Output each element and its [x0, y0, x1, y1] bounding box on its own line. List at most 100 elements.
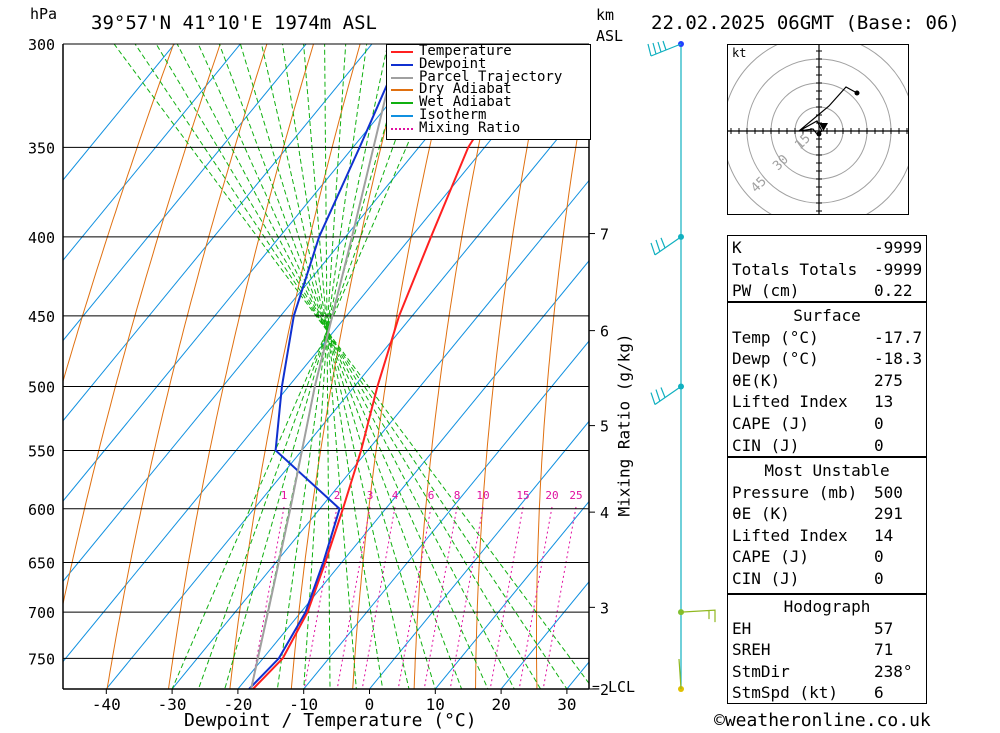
pressure-tick-label: 450 [28, 308, 55, 326]
hodograph-table-title: Hodograph [783, 597, 871, 616]
hodograph-end-point [854, 90, 860, 96]
mixing-ratio-label: 15 [516, 489, 529, 502]
k-index-row: K -9999 [732, 238, 923, 257]
wet-adiabat-line [134, 44, 568, 689]
station-location: 39°57'N 41°10'E 1974m ASL [91, 12, 377, 34]
hodograph-trace [798, 86, 858, 135]
mu-cape-row: CAPE (J) 0 [732, 547, 884, 567]
wet-adiabat-line [197, 44, 431, 689]
x-tick-label: -40 [92, 695, 121, 714]
surface-dewp-row: Dewp (°C) -18.3 [732, 349, 923, 369]
isotherm-line [63, 44, 241, 262]
wet-adiabat-line [303, 44, 357, 689]
mixing-ratio-line [336, 506, 371, 689]
isotherm-line [303, 340, 589, 689]
wind-barb [650, 236, 682, 256]
height-unit-asl: ASL [596, 27, 624, 45]
wet-adiabat-line [224, 44, 410, 689]
pressure-tick-label: 300 [28, 36, 55, 54]
wet-adiabat-line [155, 44, 542, 689]
x-tick-label: -10 [289, 695, 318, 714]
index-table: K -9999 Totals Totals -9999 PW (cm) 0.22 [727, 235, 927, 302]
surface-temp-row: Temp (°C) -17.7 [732, 327, 923, 347]
wet-adiabat-line [260, 44, 410, 689]
x-tick-label: 0 [365, 695, 375, 714]
km-tick-label: 2 [600, 681, 609, 699]
mixing-ratio-label: 1 [281, 489, 288, 502]
surface-theta-e-row: θE(K) 275 [732, 370, 903, 390]
wet-adiabat-line [218, 44, 463, 689]
isotherm-line [63, 44, 307, 342]
mixing-ratio-label: 2 [334, 489, 341, 502]
wet-adiabat-line [303, 44, 347, 689]
sreh-row: SREH 71 [732, 640, 894, 660]
km-tick-label: 4 [600, 504, 609, 522]
wet-adiabat-line [324, 44, 331, 689]
legend-item-wet-adiabat: Wet Adiabat [387, 95, 590, 109]
eh-row: EH 57 [732, 618, 894, 638]
mixing-ratio-line [518, 506, 553, 689]
mixing-ratio-label: 4 [392, 489, 399, 502]
stmspd-row: StmSpd (kt) 6 [732, 683, 884, 703]
mu-pressure-row: Pressure (mb) 500 [732, 482, 903, 502]
pressure-axis-unit: hPa [30, 5, 58, 23]
mixing-ratio-line [250, 506, 285, 689]
isotherm-line [63, 44, 176, 181]
pressure-tick-label: 400 [28, 229, 55, 247]
hodograph-table: Hodograph EH 57 SREH 71 StmDir 238° StmSpd … [727, 594, 927, 704]
isotherm-line [237, 259, 589, 689]
hodograph-ring-label: 30 [770, 152, 792, 174]
km-tick-label: 5 [600, 418, 609, 436]
wet-adiabat-line [176, 44, 515, 689]
lcl-label: LCL [608, 678, 635, 696]
km-tick-label: 6 [600, 323, 609, 341]
isotherm-line [434, 500, 589, 689]
surface-title: Surface [793, 306, 861, 325]
hodograph-start-point [816, 131, 822, 137]
mixing-ratio-line [361, 506, 396, 689]
pressure-tick-label: 550 [28, 442, 55, 460]
isotherm-line [368, 420, 589, 689]
legend-item-mixing-ratio: Mixing Ratio [387, 121, 590, 135]
dry-adiabat-line [63, 44, 221, 607]
legend-item-dry-adiabat: Dry Adiabat [387, 83, 590, 96]
dry-adiabat-line [653, 0, 706, 702]
legend-item-dewpoint: Dewpoint [387, 57, 590, 71]
dry-adiabat-line [167, 44, 315, 689]
footer-credit[interactable]: ©weatheronline.co.uk [714, 710, 931, 731]
hodograph-unit: kt [732, 46, 747, 60]
mu-theta-e-row: θE (K) 291 [732, 504, 903, 524]
temperature-profile [252, 44, 535, 689]
mu-cin-row: CIN (J) 0 [732, 568, 884, 588]
wet-adiabat-line [281, 44, 384, 689]
mixing-ratio-line [449, 506, 484, 689]
most-unstable-title: Most Unstable [764, 461, 890, 480]
mixing-ratio-line [542, 506, 577, 689]
pressure-tick-label: 600 [28, 501, 55, 519]
surface-cin-row: CIN (J) 0 [732, 435, 884, 455]
dry-adiabat-line [966, 0, 1000, 702]
isotherm-line [105, 99, 589, 689]
dry-adiabat-line [63, 44, 175, 383]
chart-legend: Temperature Dewpoint Parcel Trajectory D… [386, 44, 591, 140]
x-tick-label: 20 [491, 695, 510, 714]
mixing-ratio-label: 8 [454, 489, 461, 502]
wind-barb [680, 609, 716, 623]
wet-adiabat-line [276, 44, 368, 689]
x-tick-label: -30 [158, 695, 187, 714]
parcel-trajectory [250, 44, 400, 689]
mixing-ratio-axis-label: Mixing Ratio (g/kg) [614, 333, 634, 517]
mixing-ratio-line [423, 506, 458, 689]
height-unit-km: km [596, 6, 615, 24]
dry-adiabat-line [229, 44, 361, 689]
dry-adiabat-line [106, 44, 268, 689]
surface-table: Surface Temp (°C) -17.7 Dewp (°C) -18.3 θE… [727, 302, 927, 457]
mu-li-row: Lifted Index 14 [732, 525, 894, 545]
wind-barb [678, 658, 682, 690]
pressure-tick-label: 350 [28, 139, 55, 157]
storm-motion-marker [819, 123, 828, 131]
credit-text: weatheronline.co.uk [724, 710, 931, 731]
dry-adiabat-line [290, 44, 408, 689]
legend-item-temperature: Temperature [387, 44, 590, 58]
pw-row: PW (cm) 0.22 [732, 281, 913, 301]
